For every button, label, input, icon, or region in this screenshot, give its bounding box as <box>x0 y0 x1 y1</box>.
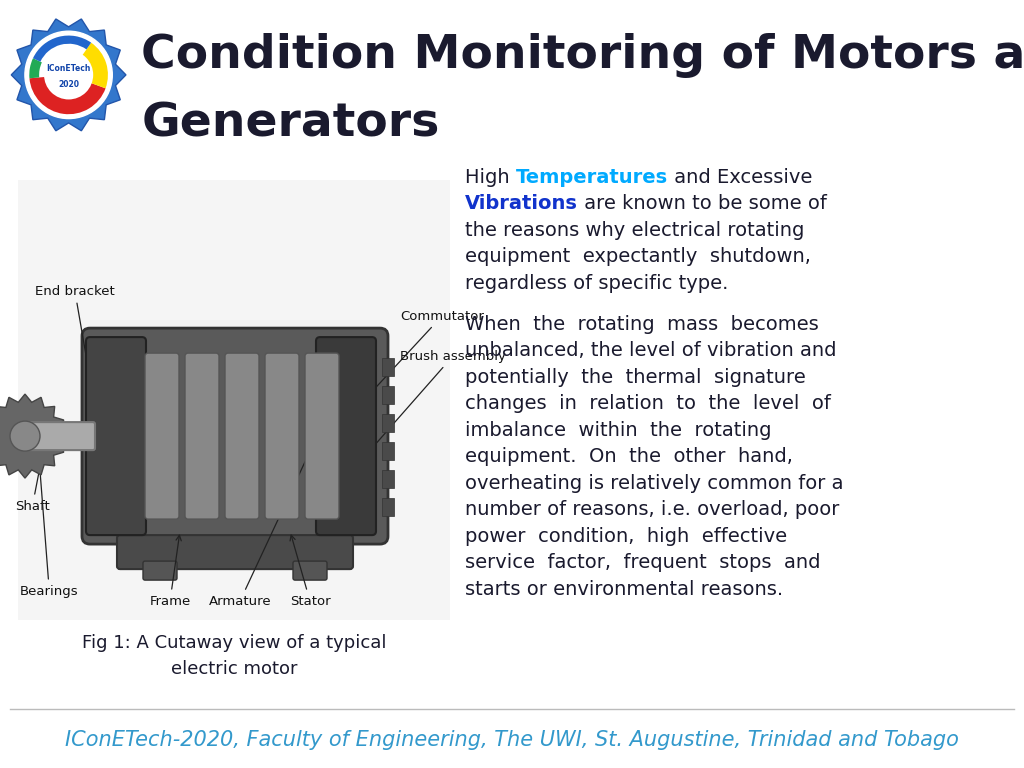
FancyBboxPatch shape <box>293 561 327 580</box>
FancyBboxPatch shape <box>382 386 394 404</box>
FancyBboxPatch shape <box>145 353 179 519</box>
Circle shape <box>48 54 89 96</box>
Text: electric motor: electric motor <box>171 660 297 678</box>
Text: overheating is relatively common for a: overheating is relatively common for a <box>465 474 844 493</box>
Text: regardless of specific type.: regardless of specific type. <box>465 273 728 293</box>
FancyBboxPatch shape <box>382 442 394 460</box>
Text: Armature: Armature <box>209 380 343 607</box>
Text: unbalanced, the level of vibration and: unbalanced, the level of vibration and <box>465 341 837 360</box>
Text: the reasons why electrical rotating: the reasons why electrical rotating <box>465 220 805 240</box>
Text: changes  in  relation  to  the  level  of: changes in relation to the level of <box>465 394 830 413</box>
Text: Condition Monitoring of Motors and: Condition Monitoring of Motors and <box>141 33 1024 78</box>
Text: 2020: 2020 <box>58 80 79 89</box>
FancyBboxPatch shape <box>86 337 146 535</box>
Text: End bracket: End bracket <box>35 285 115 432</box>
FancyBboxPatch shape <box>18 180 450 621</box>
FancyBboxPatch shape <box>82 328 388 544</box>
Text: Stator: Stator <box>290 535 331 607</box>
Text: power  condition,  high  effective: power condition, high effective <box>465 527 787 546</box>
FancyBboxPatch shape <box>143 561 177 580</box>
Text: Generators: Generators <box>141 102 439 147</box>
Text: IConETech-2020, Faculty of Engineering, The UWI, St. Augustine, Trinidad and Tob: IConETech-2020, Faculty of Engineering, … <box>66 730 958 750</box>
FancyBboxPatch shape <box>382 358 394 376</box>
FancyBboxPatch shape <box>23 422 95 450</box>
Text: imbalance  within  the  rotating: imbalance within the rotating <box>465 421 771 440</box>
Text: Fig 1: A Cutaway view of a typical: Fig 1: A Cutaway view of a typical <box>82 634 386 653</box>
Text: Commutator: Commutator <box>343 310 484 423</box>
Circle shape <box>44 51 93 100</box>
Text: starts or environmental reasons.: starts or environmental reasons. <box>465 580 783 599</box>
Text: Temperatures: Temperatures <box>516 167 668 187</box>
Text: High: High <box>465 167 516 187</box>
Text: Shaft: Shaft <box>15 445 50 512</box>
FancyBboxPatch shape <box>316 337 376 535</box>
FancyBboxPatch shape <box>382 470 394 488</box>
Wedge shape <box>69 43 108 88</box>
FancyBboxPatch shape <box>265 353 299 519</box>
Text: and Excessive: and Excessive <box>668 167 812 187</box>
Text: equipment  expectantly  shutdown,: equipment expectantly shutdown, <box>465 247 811 266</box>
Text: Bearings: Bearings <box>20 410 79 598</box>
Text: potentially  the  thermal  signature: potentially the thermal signature <box>465 368 806 387</box>
Text: When  the  rotating  mass  becomes: When the rotating mass becomes <box>465 315 819 334</box>
Polygon shape <box>0 394 67 478</box>
FancyBboxPatch shape <box>185 353 219 519</box>
Text: service  factor,  frequent  stops  and: service factor, frequent stops and <box>465 553 820 572</box>
Text: Brush assembly: Brush assembly <box>368 349 506 453</box>
FancyBboxPatch shape <box>382 498 394 516</box>
Text: IConETech: IConETech <box>46 64 91 73</box>
Text: Vibrations: Vibrations <box>465 194 578 214</box>
Text: are known to be some of: are known to be some of <box>578 194 826 214</box>
FancyBboxPatch shape <box>382 414 394 432</box>
Text: number of reasons, i.e. overload, poor: number of reasons, i.e. overload, poor <box>465 500 840 519</box>
Circle shape <box>25 31 113 118</box>
Wedge shape <box>30 58 42 78</box>
Polygon shape <box>11 19 126 131</box>
Wedge shape <box>33 35 91 61</box>
Wedge shape <box>30 75 105 114</box>
Text: Frame: Frame <box>150 535 190 607</box>
FancyBboxPatch shape <box>305 353 339 519</box>
Circle shape <box>10 421 40 451</box>
FancyBboxPatch shape <box>225 353 259 519</box>
Text: equipment.  On  the  other  hand,: equipment. On the other hand, <box>465 447 793 466</box>
FancyBboxPatch shape <box>117 535 353 569</box>
